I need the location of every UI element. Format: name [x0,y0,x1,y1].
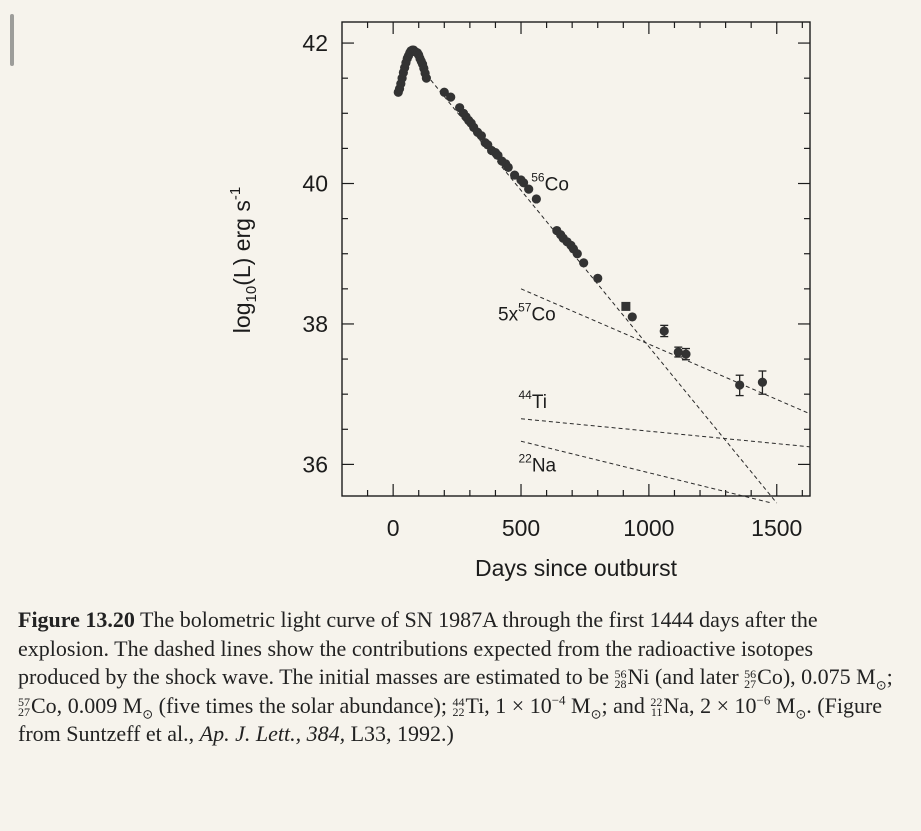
caption-text-11: M [775,692,796,718]
caption-text-12: . (Figure from Suntzeff et al., [18,692,883,747]
x-axis-label: Days since outburst [475,555,678,581]
data-point [524,184,534,194]
x-tick-label: 1000 [623,515,674,541]
model-line-44Ti [520,418,811,448]
annotation-ti44: 44Ti [518,388,546,413]
y-label-main: (L) erg s [229,200,255,286]
y-tick-label: 38 [302,311,328,337]
sun-icon: ⊙ [875,677,887,693]
data-point [531,194,541,204]
annotation-co56: 56Co [531,171,569,196]
data-point [735,380,745,390]
caption-text-6: (five times the solar abundance); [158,692,447,718]
annotation-prefix: 5x [498,304,519,325]
data-point [476,131,486,141]
annotation-na22: 22Na [518,451,556,476]
data-markers [393,45,768,390]
caption-text-8: M [571,692,591,718]
annotation-element: Co [545,175,569,196]
annotation-element: Co [531,304,555,325]
caption-text-5: 0.009 M [67,692,143,718]
data-point [503,162,513,172]
annotation-mass-number: 44 [518,388,532,402]
caption-text-10: 2 × 10 [700,692,757,718]
caption-figure-label: Figure 13.20 [18,607,135,632]
plot-frame [341,21,811,497]
sun-icon: ⊙ [142,705,154,721]
sun-icon: ⊙ [590,705,602,721]
data-point [572,249,582,259]
caption-text-2: (and later [654,664,739,689]
ti-symbol: Ti, [465,692,490,718]
model-line-57Co [520,288,811,415]
data-point [659,326,669,336]
co57-symbol: Co, [31,692,63,718]
y-tick-label: 36 [302,451,328,477]
data-point [579,258,589,268]
y-label-sup: -1 [227,187,244,200]
caption-text-4: ; [886,664,893,689]
journal-volume: 384, [306,721,346,746]
journal-name: Ap. J. Lett., [199,721,302,746]
figure-caption: Figure 13.20 The bolometric light curve … [18,606,896,749]
data-point [757,377,768,387]
data-point [421,73,431,83]
ni-isotope-numbers: 56 28 [614,666,627,691]
y-label-log: log [229,302,255,333]
caption-text-7: 1 × 10 [495,692,552,718]
exponent: −4 [551,692,566,708]
annotation-mass-number: 22 [518,451,532,465]
y-tick-label: 40 [302,171,328,197]
data-point [518,178,529,188]
data-point [446,92,456,102]
annotation-element: Ti [532,392,547,413]
data-point [627,312,637,322]
x-tick-label: 0 [387,515,400,541]
co56-isotope-numbers: 56 27 [744,666,757,691]
annotation-mass-number: 57 [518,300,532,314]
ti-isotope-numbers: 44 22 [452,695,465,720]
na-isotope-numbers: 22 11 [650,695,663,720]
annotation-co57: 5x57Co [498,300,556,325]
x-tick-label: 500 [502,515,540,541]
annotation-element: Na [532,455,557,476]
y-tick-label: 42 [302,30,328,56]
caption-text-9: ; and [601,692,645,718]
x-tick-label: 1500 [751,515,802,541]
caption-text-3: ), 0.075 M [782,664,876,689]
ni-symbol: Ni [627,664,650,689]
model-line-22Na [520,440,772,504]
error-bars [660,324,767,397]
data-point-square [621,301,631,311]
caption-text-13: L33, 1992.) [350,721,454,746]
co57-isotope-numbers: 57 27 [18,695,30,720]
annotation-mass-number: 56 [531,171,545,185]
data-point [681,349,691,359]
data-point [673,347,683,357]
axis-tick-labels: 0 500 1000 1500 36 38 40 42 [302,30,802,541]
data-point [439,87,449,97]
pen-mark [10,14,14,66]
exponent: −6 [756,692,771,708]
caption-text-1: The bolometric light curve of SN 1987A t… [18,607,818,689]
na-symbol: Na, [663,692,695,718]
co56-symbol: Co [757,664,783,689]
y-label-sub: 10 [243,286,260,303]
axis-ticks [342,22,810,496]
data-point [593,273,603,283]
data-point [510,170,520,180]
sun-icon: ⊙ [795,705,807,721]
y-axis-label: log10(L) erg s-1 [227,187,260,333]
